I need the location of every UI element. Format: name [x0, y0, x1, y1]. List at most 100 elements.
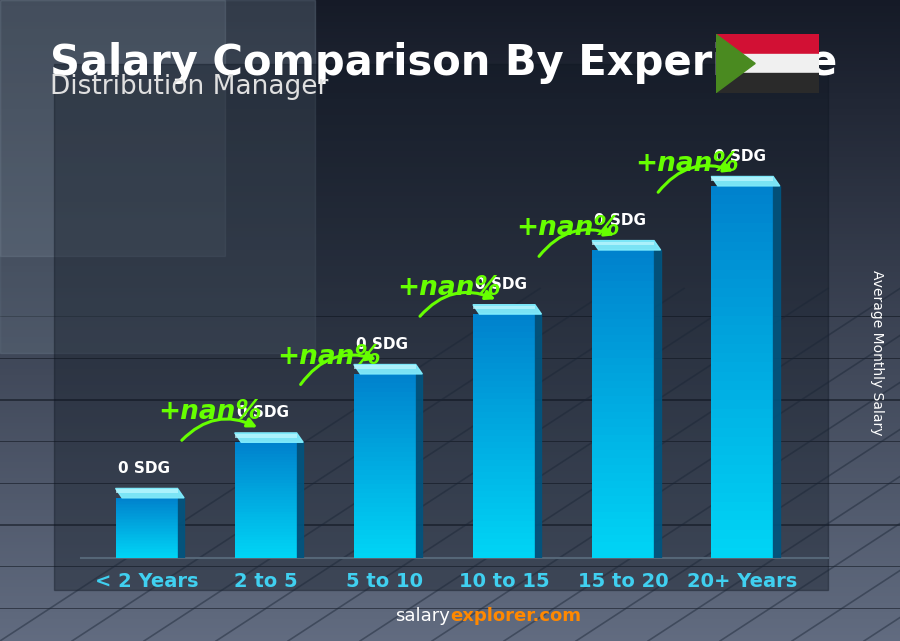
Bar	[592, 512, 654, 519]
Bar	[592, 550, 654, 558]
Bar	[0, 394, 900, 397]
Bar	[592, 465, 654, 473]
Text: 0 SDG: 0 SDG	[118, 461, 170, 476]
Bar	[592, 365, 654, 373]
Bar	[235, 500, 297, 503]
Polygon shape	[592, 240, 661, 250]
Bar	[592, 504, 654, 512]
Bar	[711, 186, 773, 196]
Bar	[0, 524, 900, 526]
Bar	[354, 544, 416, 549]
Bar	[592, 350, 654, 358]
Bar	[115, 534, 177, 535]
Bar	[0, 29, 900, 32]
Bar	[473, 394, 535, 399]
Bar	[0, 478, 900, 481]
Bar	[0, 263, 900, 266]
Bar	[115, 522, 177, 523]
Bar	[115, 538, 177, 540]
Bar	[711, 260, 773, 269]
Bar	[0, 497, 900, 500]
Bar	[0, 112, 900, 115]
Bar	[0, 266, 900, 269]
Bar	[0, 349, 900, 353]
Bar	[0, 455, 900, 458]
Bar	[0, 51, 900, 54]
Bar	[235, 471, 297, 474]
Bar	[711, 251, 773, 260]
Bar	[115, 540, 177, 541]
Polygon shape	[711, 176, 779, 186]
Bar	[0, 276, 900, 279]
Bar	[115, 541, 177, 543]
Bar	[473, 399, 535, 406]
Bar	[0, 103, 900, 106]
Bar	[0, 558, 900, 561]
Bar	[0, 234, 900, 237]
Bar	[0, 135, 900, 138]
Bar	[592, 442, 654, 450]
Text: explorer.com: explorer.com	[450, 607, 581, 625]
Bar	[0, 356, 900, 359]
Bar	[0, 353, 900, 356]
Bar	[0, 99, 900, 103]
Bar	[592, 373, 654, 381]
Bar	[0, 179, 900, 183]
Bar	[0, 608, 900, 609]
Bar	[0, 71, 900, 74]
Bar	[0, 609, 900, 612]
Bar	[473, 345, 535, 351]
Bar	[235, 540, 297, 544]
Bar	[0, 237, 900, 240]
Bar	[0, 603, 900, 606]
Text: +nan%: +nan%	[158, 399, 262, 425]
Bar	[0, 272, 900, 276]
Bar	[0, 205, 900, 208]
Bar	[0, 423, 900, 426]
Bar	[0, 93, 900, 96]
Bar	[711, 335, 773, 344]
Bar	[711, 446, 773, 455]
Bar	[115, 554, 177, 556]
Bar	[0, 619, 900, 622]
Bar	[592, 335, 654, 342]
Bar	[0, 612, 900, 615]
Bar	[592, 473, 654, 481]
Bar	[354, 517, 416, 521]
Bar	[0, 358, 900, 359]
Bar	[235, 451, 297, 454]
Bar	[0, 3, 900, 6]
Bar	[0, 292, 900, 295]
Text: +nan%: +nan%	[635, 151, 739, 178]
Bar	[0, 295, 900, 298]
Bar	[0, 141, 900, 144]
Bar	[592, 288, 654, 296]
Bar	[235, 535, 297, 537]
Bar	[0, 160, 900, 163]
Bar	[235, 520, 297, 523]
Bar	[0, 375, 900, 378]
Bar	[0, 42, 900, 45]
Bar	[592, 535, 654, 542]
Bar	[0, 330, 900, 333]
Bar	[0, 628, 900, 631]
Bar	[354, 530, 416, 535]
Bar	[235, 483, 297, 486]
Bar	[473, 467, 535, 472]
Bar	[235, 506, 297, 509]
Bar	[0, 119, 900, 122]
Bar	[0, 599, 900, 603]
Bar	[0, 279, 900, 282]
Bar	[0, 481, 900, 484]
Bar	[0, 577, 900, 580]
Bar	[0, 369, 900, 372]
Bar	[235, 463, 297, 465]
Bar	[235, 497, 297, 500]
Bar	[711, 178, 773, 181]
Bar	[0, 429, 900, 433]
Bar	[711, 242, 773, 251]
Bar	[711, 195, 773, 204]
Bar	[0, 314, 900, 317]
Bar	[473, 503, 535, 509]
Bar	[0, 399, 900, 401]
